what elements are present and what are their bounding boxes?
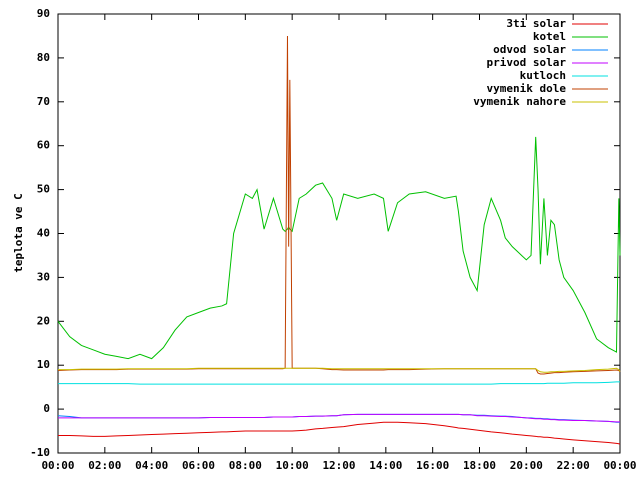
x-tick-label: 14:00 [369, 459, 402, 472]
x-tick-label: 04:00 [135, 459, 168, 472]
y-tick-label: 40 [37, 227, 50, 240]
series-line [58, 381, 620, 385]
legend-label: privod solar [487, 56, 567, 69]
y-axis-label: teplota ve C [12, 193, 25, 272]
series-line [57, 136, 621, 360]
y-tick-label: 10 [37, 358, 50, 371]
legend-label: vymenik dole [487, 82, 567, 95]
legend-label: kotel [533, 30, 566, 43]
y-tick-label: 30 [37, 270, 50, 283]
y-tick-label: 0 [43, 402, 50, 415]
y-tick-label: 80 [37, 51, 50, 64]
x-tick-label: 08:00 [229, 459, 262, 472]
series-line [58, 421, 621, 445]
y-tick-label: 90 [37, 7, 50, 20]
y-tick-label: -10 [30, 446, 50, 459]
legend-label: 3ti solar [506, 17, 566, 30]
x-tick-label: 16:00 [416, 459, 449, 472]
x-tick-label: 00:00 [41, 459, 74, 472]
legend-label: odvod solar [493, 43, 566, 56]
x-tick-label: 00:00 [603, 459, 636, 472]
legend-label: kutloch [520, 69, 566, 82]
legend-label: vymenik nahore [473, 95, 566, 108]
x-tick-label: 06:00 [182, 459, 215, 472]
series-line [58, 413, 620, 423]
x-tick-label: 12:00 [322, 459, 355, 472]
x-tick-label: 10:00 [276, 459, 309, 472]
x-tick-label: 20:00 [510, 459, 543, 472]
x-tick-label: 22:00 [557, 459, 590, 472]
y-tick-label: 50 [37, 183, 50, 196]
x-tick-label: 18:00 [463, 459, 496, 472]
y-tick-label: 70 [37, 95, 50, 108]
x-tick-label: 02:00 [88, 459, 121, 472]
y-tick-label: 20 [37, 314, 50, 327]
series-line [58, 367, 621, 373]
y-tick-label: 60 [37, 139, 50, 152]
